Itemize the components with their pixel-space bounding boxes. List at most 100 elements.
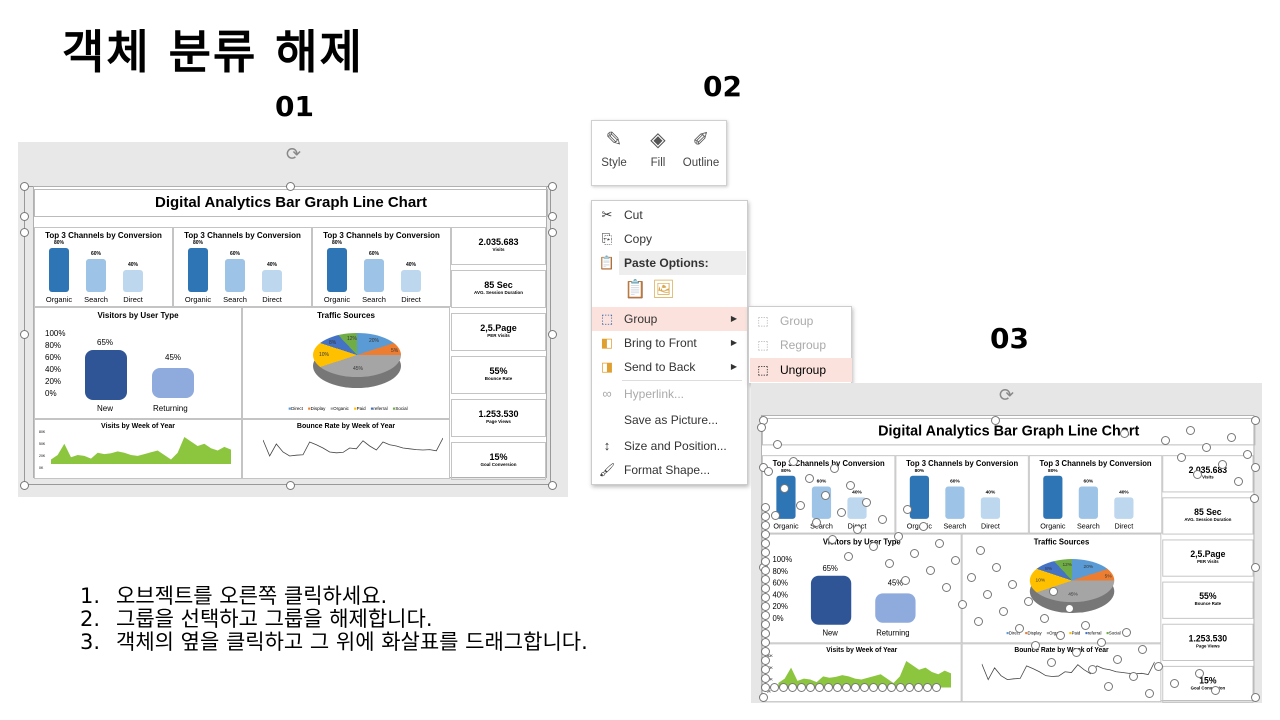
- resize-handle[interactable]: [286, 481, 295, 490]
- ungrouped-dashboard-screenshot[interactable]: Digital Analytics Bar Graph Line Chart T…: [751, 383, 1262, 703]
- resize-handle[interactable]: [1008, 580, 1017, 589]
- resize-handle[interactable]: [1072, 648, 1081, 657]
- resize-handle[interactable]: [548, 182, 557, 191]
- resize-handle[interactable]: [1065, 604, 1074, 613]
- resize-handle[interactable]: [779, 683, 788, 692]
- resize-handle[interactable]: [896, 683, 905, 692]
- resize-handle[interactable]: [878, 515, 887, 524]
- resize-handle[interactable]: [20, 182, 29, 191]
- resize-handle[interactable]: [983, 590, 992, 599]
- resize-handle[interactable]: [903, 505, 912, 514]
- resize-handle[interactable]: [20, 481, 29, 490]
- resize-handle[interactable]: [942, 583, 951, 592]
- resize-handle[interactable]: [851, 683, 860, 692]
- menu-item-send-back[interactable]: ◨ Send to Back ▶: [592, 355, 747, 379]
- resize-handle[interactable]: [821, 491, 830, 500]
- resize-handle[interactable]: [771, 511, 780, 520]
- resize-handle[interactable]: [885, 559, 894, 568]
- grouped-dashboard-screenshot[interactable]: ⟳ Digital Analytics Bar Graph Line Chart…: [18, 142, 568, 497]
- resize-handle[interactable]: [919, 522, 928, 531]
- menu-item-group[interactable]: ⬚ Group ▶: [592, 307, 747, 331]
- resize-handle[interactable]: [1113, 655, 1122, 664]
- resize-handle[interactable]: [926, 566, 935, 575]
- resize-handle[interactable]: [1211, 686, 1220, 695]
- resize-handle[interactable]: [1251, 463, 1260, 472]
- resize-handle[interactable]: [1145, 689, 1154, 698]
- resize-handle[interactable]: [1138, 645, 1147, 654]
- resize-handle[interactable]: [761, 503, 770, 512]
- resize-handle[interactable]: [815, 683, 824, 692]
- resize-handle[interactable]: [830, 464, 839, 473]
- resize-handle[interactable]: [1218, 460, 1227, 469]
- resize-handle[interactable]: [759, 693, 768, 702]
- resize-handle[interactable]: [1251, 563, 1260, 572]
- menu-item-hyperlink[interactable]: ∞ Hyperlink...: [592, 382, 747, 406]
- resize-handle[interactable]: [761, 611, 770, 620]
- menu-item-save-picture[interactable]: Save as Picture...: [592, 408, 747, 432]
- resize-handle[interactable]: [1031, 641, 1040, 650]
- resize-handle[interactable]: [788, 683, 797, 692]
- resize-handle[interactable]: [837, 508, 846, 517]
- resize-handle[interactable]: [757, 423, 766, 432]
- resize-handle[interactable]: [974, 617, 983, 626]
- resize-handle[interactable]: [770, 683, 779, 692]
- resize-handle[interactable]: [1056, 631, 1065, 640]
- resize-handle[interactable]: [905, 683, 914, 692]
- resize-handle[interactable]: [935, 539, 944, 548]
- resize-handle[interactable]: [1193, 470, 1202, 479]
- resize-handle[interactable]: [548, 481, 557, 490]
- resize-handle[interactable]: [878, 683, 887, 692]
- resize-handle[interactable]: [761, 548, 770, 557]
- resize-handle[interactable]: [844, 552, 853, 561]
- resize-handle[interactable]: [1024, 597, 1033, 606]
- resize-handle[interactable]: [761, 566, 770, 575]
- resize-handle[interactable]: [1251, 693, 1260, 702]
- resize-handle[interactable]: [761, 512, 770, 521]
- resize-handle[interactable]: [1129, 672, 1138, 681]
- resize-handle[interactable]: [1234, 477, 1243, 486]
- resize-handle[interactable]: [1161, 436, 1170, 445]
- resize-handle[interactable]: [932, 683, 941, 692]
- resize-handle[interactable]: [548, 330, 557, 339]
- menu-item-bring-front[interactable]: ◧ Bring to Front ▶: [592, 331, 747, 355]
- resize-handle[interactable]: [1081, 621, 1090, 630]
- resize-handle[interactable]: [1104, 682, 1113, 691]
- resize-handle[interactable]: [761, 620, 770, 629]
- resize-handle[interactable]: [1195, 669, 1204, 678]
- resize-handle[interactable]: [761, 584, 770, 593]
- resize-handle[interactable]: [910, 549, 919, 558]
- resize-handle[interactable]: [761, 557, 770, 566]
- resize-handle[interactable]: [846, 481, 855, 490]
- resize-handle[interactable]: [761, 575, 770, 584]
- resize-handle[interactable]: [773, 440, 782, 449]
- resize-handle[interactable]: [1177, 453, 1186, 462]
- rotate-handle-icon[interactable]: ⟳: [999, 385, 1015, 405]
- submenu-item-ungroup[interactable]: ⬚ Ungroup: [750, 358, 852, 382]
- resize-handle[interactable]: [1120, 429, 1129, 438]
- resize-handle[interactable]: [761, 629, 770, 638]
- resize-handle[interactable]: [1154, 662, 1163, 671]
- resize-handle[interactable]: [923, 683, 932, 692]
- menu-item-format-shape[interactable]: 🖌 Format Shape...: [592, 458, 747, 482]
- resize-handle[interactable]: [951, 556, 960, 565]
- resize-handle[interactable]: [1040, 614, 1049, 623]
- resize-handle[interactable]: [20, 212, 29, 221]
- resize-handle[interactable]: [869, 542, 878, 551]
- menu-item-copy[interactable]: ⎘ Copy: [592, 227, 747, 251]
- resize-handle[interactable]: [1186, 426, 1195, 435]
- submenu-item-regroup[interactable]: ⬚ Regroup: [750, 333, 852, 357]
- resize-handle[interactable]: [20, 228, 29, 237]
- resize-handle[interactable]: [991, 416, 1000, 425]
- resize-handle[interactable]: [812, 518, 821, 527]
- resize-handle[interactable]: [1049, 587, 1058, 596]
- resize-handle[interactable]: [1202, 443, 1211, 452]
- resize-handle[interactable]: [761, 521, 770, 530]
- resize-handle[interactable]: [286, 182, 295, 191]
- resize-handle[interactable]: [796, 501, 805, 510]
- resize-handle[interactable]: [761, 530, 770, 539]
- resize-handle[interactable]: [1097, 638, 1106, 647]
- resize-handle[interactable]: [1088, 665, 1097, 674]
- resize-handle[interactable]: [761, 638, 770, 647]
- resize-handle[interactable]: [1251, 416, 1260, 425]
- resize-handle[interactable]: [548, 212, 557, 221]
